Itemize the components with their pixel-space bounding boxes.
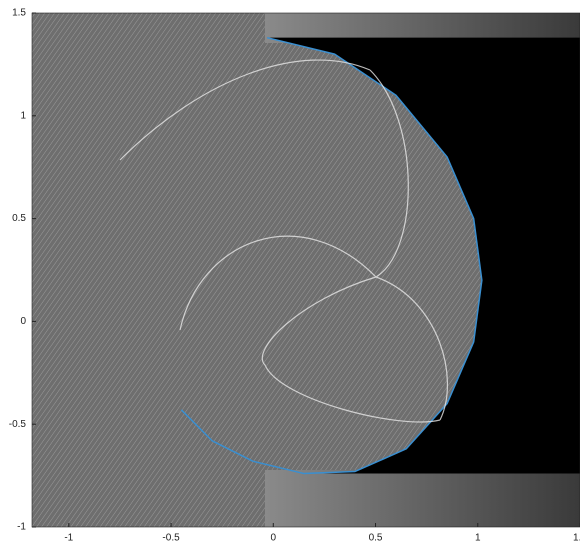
x-tick-label: 1 <box>475 533 481 543</box>
y-tick-label: -0.5 <box>9 419 27 430</box>
bottom-stripes <box>265 470 580 527</box>
shadow-region <box>267 37 580 474</box>
x-tick-label: -1 <box>64 533 73 543</box>
y-tick-label: -1 <box>17 522 26 533</box>
y-tick-label: 0 <box>20 316 26 327</box>
x-tick-label: -0.5 <box>162 533 180 543</box>
y-tick-label: 1.5 <box>12 8 26 19</box>
x-tick-label: 0 <box>271 533 277 543</box>
caustic-curves <box>119 59 448 423</box>
x-tick-label: 0.5 <box>369 533 383 543</box>
caustic <box>369 69 409 278</box>
plot-area <box>32 13 580 527</box>
caustic <box>375 276 448 421</box>
caustic <box>261 276 441 423</box>
y-tick-label: 1 <box>20 110 26 121</box>
y-tick-label: 0.5 <box>12 213 26 224</box>
caustic <box>179 235 377 331</box>
boundary-line <box>180 36 483 475</box>
plot-frame <box>31 12 580 528</box>
x-tick-label: 1.5 <box>573 533 580 543</box>
caustic <box>119 59 371 161</box>
